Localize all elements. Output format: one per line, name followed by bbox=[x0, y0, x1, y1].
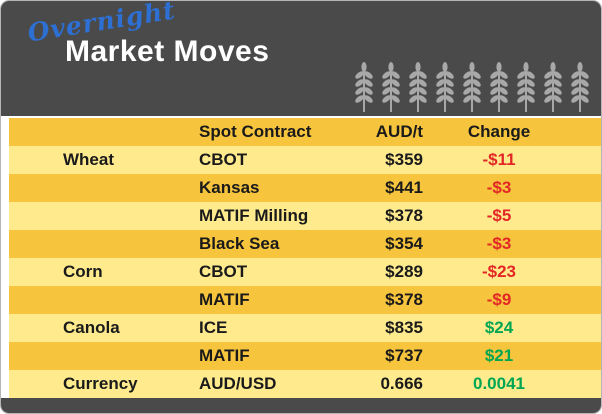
category-cell: Currency bbox=[63, 374, 138, 393]
price-cell: $289 bbox=[385, 262, 423, 281]
contract-cell: MATIF Milling bbox=[199, 206, 309, 225]
table-row: MATIF $737 $21 bbox=[9, 342, 601, 370]
table-header-row: Spot Contract AUD/t Change bbox=[9, 118, 601, 146]
table-row: MATIF $378 -$9 bbox=[9, 286, 601, 314]
change-cell: -$3 bbox=[486, 234, 512, 253]
contract-cell: CBOT bbox=[199, 262, 248, 281]
category-cell: Corn bbox=[63, 262, 103, 281]
change-cell: $24 bbox=[484, 318, 514, 337]
wheat-icon bbox=[571, 62, 589, 112]
wheat-icon bbox=[436, 62, 454, 112]
change-cell: 0.0041 bbox=[473, 374, 525, 393]
contract-header: Spot Contract bbox=[199, 122, 312, 141]
page-title: Market Moves bbox=[65, 35, 270, 68]
wheat-icon bbox=[490, 62, 508, 112]
price-cell: $835 bbox=[385, 318, 423, 337]
contract-cell: MATIF bbox=[199, 290, 250, 309]
table-row: MATIF Milling $378 -$5 bbox=[9, 202, 601, 230]
change-cell: -$23 bbox=[481, 262, 517, 281]
wheat-icon bbox=[382, 62, 400, 112]
change-cell: -$11 bbox=[482, 150, 516, 169]
market-table: Spot Contract AUD/t Change Wheat CBOT $3… bbox=[9, 118, 601, 398]
contract-cell: AUD/USD bbox=[199, 374, 277, 393]
contract-cell: ICE bbox=[199, 318, 228, 337]
table-row: Wheat CBOT $359 -$11 bbox=[9, 146, 601, 174]
price-cell: $378 bbox=[385, 206, 423, 225]
wheat-icon bbox=[463, 62, 481, 112]
header-band: Overnight Market Moves bbox=[1, 1, 601, 116]
table-row: Currency AUD/USD 0.666 0.0041 bbox=[9, 370, 601, 398]
price-cell: $441 bbox=[385, 178, 423, 197]
price-cell: 0.666 bbox=[380, 374, 423, 393]
table-row: Kansas $441 -$3 bbox=[9, 174, 601, 202]
price-cell: $354 bbox=[385, 234, 423, 253]
wheat-icon bbox=[355, 62, 373, 112]
category-cell: Canola bbox=[63, 318, 120, 337]
change-cell: -$3 bbox=[486, 178, 512, 197]
change-header: Change bbox=[467, 122, 531, 141]
contract-cell: Kansas bbox=[199, 178, 260, 197]
contract-cell: MATIF bbox=[199, 346, 250, 365]
category-cell: Wheat bbox=[63, 150, 114, 169]
table-row: Canola ICE $835 $24 bbox=[9, 314, 601, 342]
price-header: AUD/t bbox=[375, 122, 423, 141]
change-cell: -$5 bbox=[486, 206, 512, 225]
price-cell: $359 bbox=[385, 150, 423, 169]
table-row: Corn CBOT $289 -$23 bbox=[9, 258, 601, 286]
change-cell: -$9 bbox=[486, 290, 512, 309]
table-row: Black Sea $354 -$3 bbox=[9, 230, 601, 258]
wheat-icon bbox=[544, 62, 562, 112]
contract-cell: CBOT bbox=[199, 150, 248, 169]
change-cell: $21 bbox=[484, 346, 514, 365]
price-cell: $378 bbox=[385, 290, 423, 309]
wheat-icon bbox=[409, 62, 427, 112]
price-cell: $737 bbox=[385, 346, 423, 365]
wheat-icon bbox=[517, 62, 535, 112]
contract-cell: Black Sea bbox=[199, 234, 280, 253]
wheat-icon-row bbox=[355, 62, 589, 112]
footer-band bbox=[1, 398, 601, 413]
